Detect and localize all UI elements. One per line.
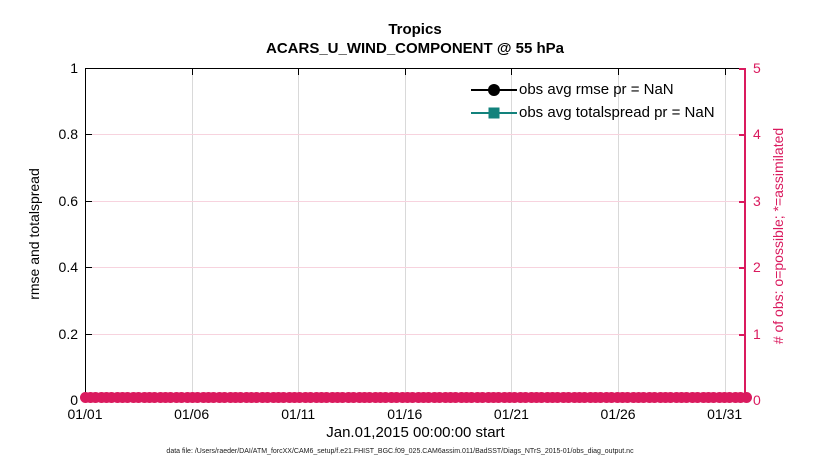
right-tick-label: 2 xyxy=(753,259,761,276)
legend-item-rmse: obs avg rmse pr = NaN xyxy=(471,78,715,101)
left-tick-label: 0.8 xyxy=(58,126,78,143)
x-tick-top xyxy=(191,68,193,75)
left-spine xyxy=(85,68,86,400)
x-tick-top xyxy=(618,68,620,75)
left-tick-label: 0 xyxy=(70,392,78,408)
x-tick-top xyxy=(298,68,300,75)
x-tick-top xyxy=(404,68,406,75)
left-axis-label: rmse and totalspread xyxy=(26,168,42,300)
y-tick-left xyxy=(85,134,92,136)
left-tick-label: 0.2 xyxy=(58,325,78,342)
rmse-circle-marker-icon xyxy=(488,83,500,96)
x-tick-label: 01/31 xyxy=(707,406,743,422)
x-tick-top xyxy=(724,68,726,75)
x-tick-label: 01/11 xyxy=(281,406,316,422)
x-tick-top xyxy=(85,68,86,75)
horizontal-gridline xyxy=(85,267,746,269)
horizontal-gridline xyxy=(85,134,746,136)
x-tick-label: 01/16 xyxy=(387,406,423,422)
y-tick-right xyxy=(739,200,746,203)
data-file-caption: data file: /Users/raeder/DAI/ATM_forcXX/… xyxy=(166,448,634,455)
right-tick-label: 1 xyxy=(753,325,761,342)
vertical-gridline xyxy=(298,68,300,400)
left-tick-label: 0.4 xyxy=(58,259,78,276)
totalspread-line-swatch xyxy=(471,106,517,120)
left-tick-label: 1 xyxy=(70,60,78,76)
y-tick-left xyxy=(85,200,92,202)
right-axis-label: # of obs: o=possible; *=assimilated xyxy=(770,127,786,345)
right-tick-label: 3 xyxy=(753,192,761,209)
x-axis-label: Jan.01,2015 00:00:00 start xyxy=(326,424,505,441)
x-tick-label: 01/26 xyxy=(600,406,636,422)
vertical-gridline xyxy=(618,68,620,400)
legend-label-totalspread: obs avg totalspread pr = NaN xyxy=(519,104,715,121)
y-tick-right xyxy=(739,134,746,137)
y-tick-left xyxy=(85,333,92,335)
top-spine xyxy=(85,68,746,69)
right-spine xyxy=(744,68,746,400)
vertical-gridline xyxy=(404,68,406,400)
right-tick-label: 5 xyxy=(753,60,761,76)
y-tick-right xyxy=(739,267,746,270)
x-tick-label: 01/21 xyxy=(493,406,529,422)
vertical-gridline xyxy=(191,68,193,400)
legend: obs avg rmse pr = NaN obs avg totalsprea… xyxy=(471,78,715,124)
vertical-gridline xyxy=(511,68,513,400)
totalspread-square-marker-icon xyxy=(488,107,500,118)
x-tick-top xyxy=(511,68,513,75)
legend-item-totalspread: obs avg totalspread pr = NaN xyxy=(471,101,715,124)
plot-area: obs avg rmse pr = NaN obs avg totalsprea… xyxy=(79,68,752,403)
horizontal-gridline xyxy=(85,333,746,335)
legend-label-rmse: obs avg rmse pr = NaN xyxy=(519,81,674,98)
plot-title: Tropics xyxy=(388,21,442,38)
y-tick-right xyxy=(739,333,746,336)
left-tick-label: 0.6 xyxy=(58,192,78,209)
right-tick-label: 0 xyxy=(753,392,761,408)
y-tick-left xyxy=(85,68,92,69)
plot-subtitle: ACARS_U_WIND_COMPONENT @ 55 hPa xyxy=(265,40,564,57)
vertical-gridline xyxy=(724,68,726,400)
horizontal-gridline xyxy=(85,200,746,202)
x-tick-label: 01/06 xyxy=(174,406,210,422)
y-tick-right xyxy=(739,68,746,70)
x-tick-label: 01/01 xyxy=(67,406,103,422)
right-tick-label: 4 xyxy=(753,126,761,143)
obs-count-marker xyxy=(740,391,752,403)
rmse-line-swatch xyxy=(471,83,517,97)
y-tick-left xyxy=(85,267,92,269)
